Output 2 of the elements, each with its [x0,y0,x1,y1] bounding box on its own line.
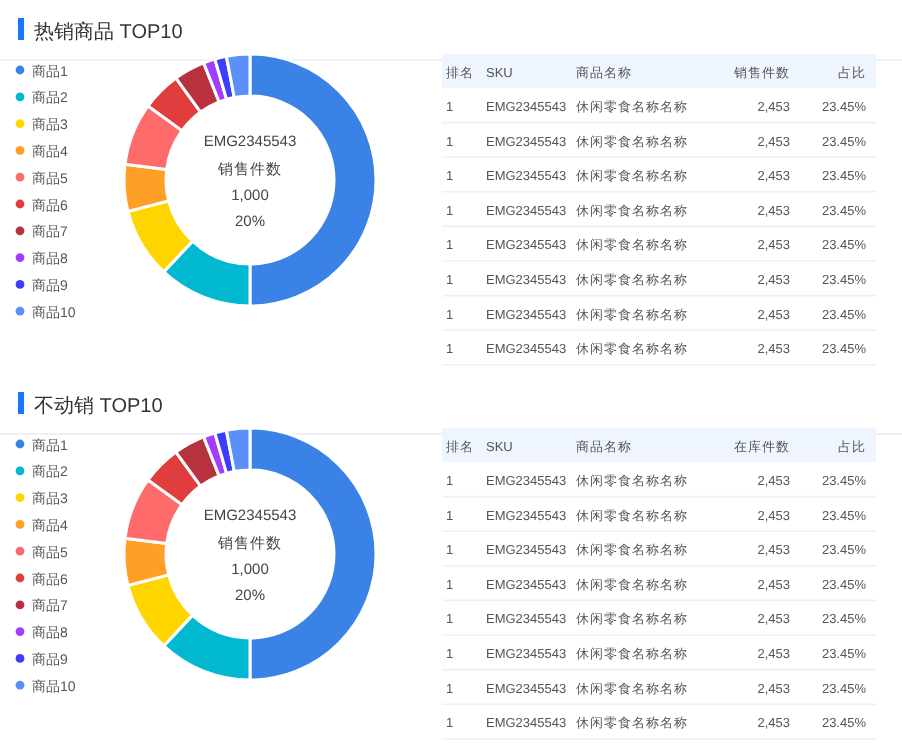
chart-title: 热销商品 TOP10 [34,20,184,44]
chart-title: 不动销 TOP10 [34,396,164,418]
